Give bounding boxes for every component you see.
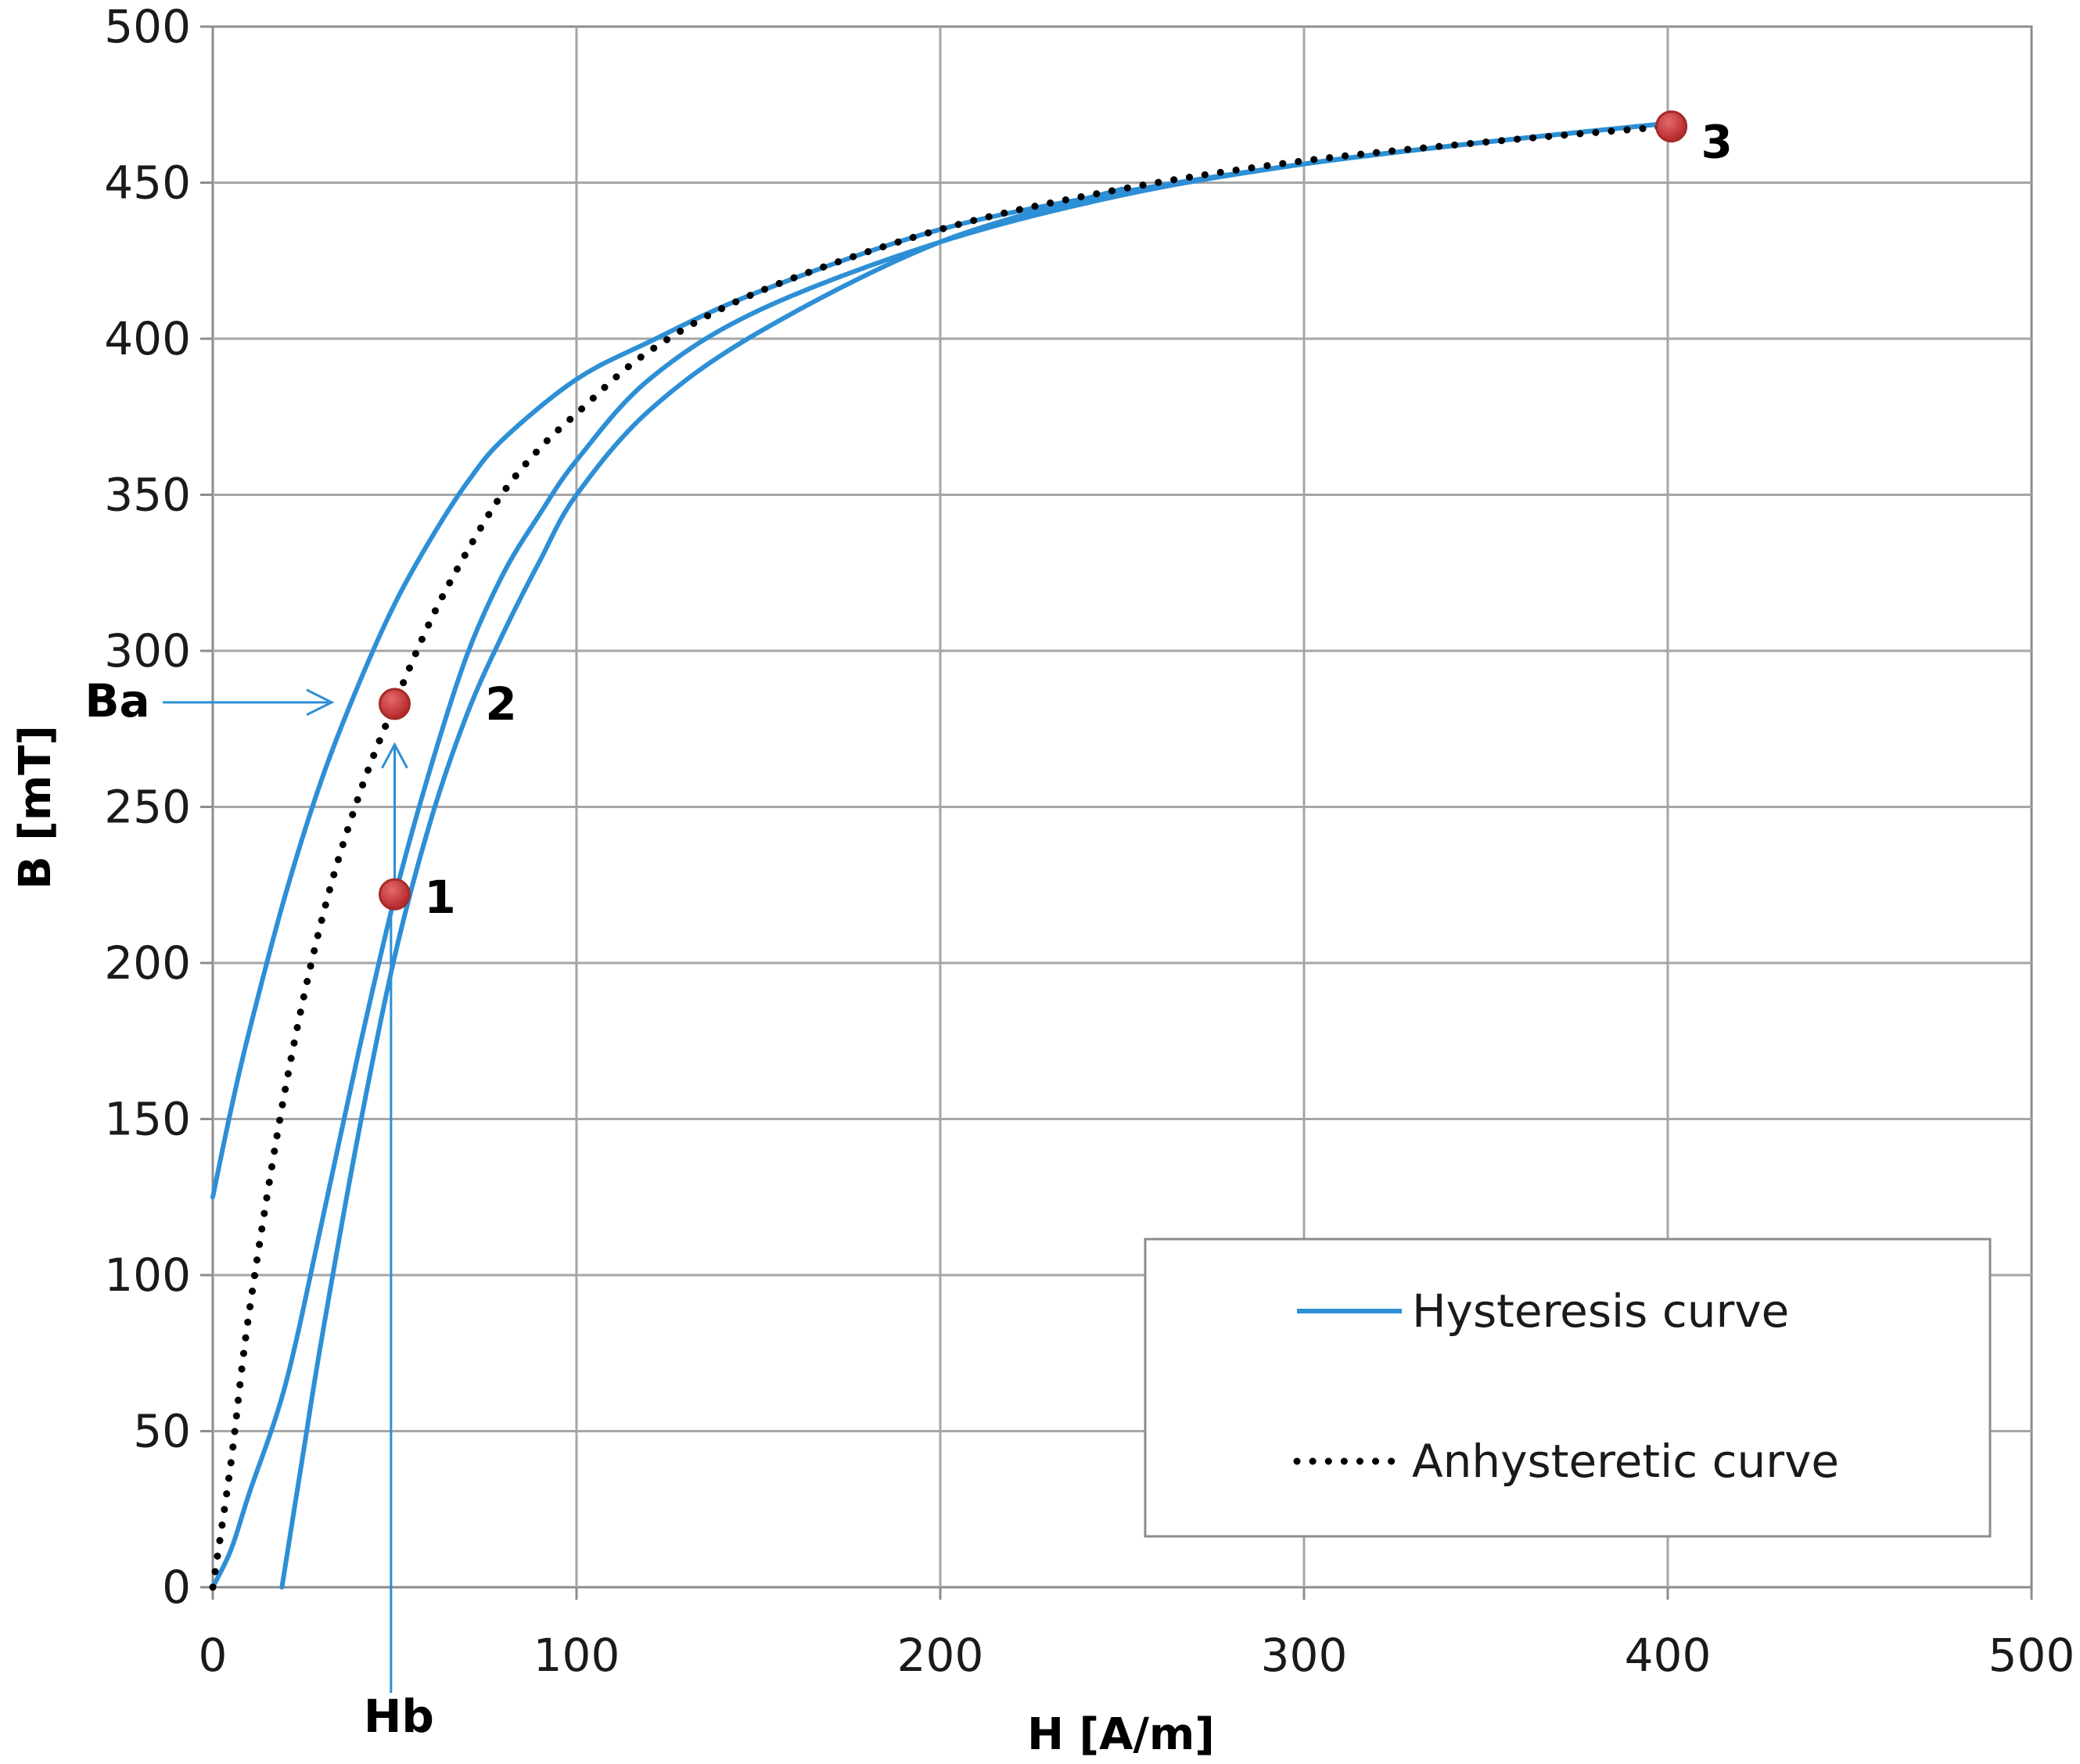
series-layer — [209, 120, 1672, 1591]
point-label-2: 2 — [485, 677, 516, 731]
legend: Hysteresis curve Anhysteretic curve — [1144, 1238, 1992, 1538]
y-tick-label: 450 — [104, 156, 191, 210]
y-tick-label: 0 — [162, 1561, 191, 1614]
x-tick-label: 300 — [1261, 1629, 1348, 1682]
y-tick-label: 350 — [104, 469, 191, 522]
y-tick-label: 100 — [104, 1248, 191, 1302]
y-tick-label: 150 — [104, 1093, 191, 1146]
y-axis-title: B [mT] — [10, 725, 61, 889]
legend-box — [1144, 1238, 1992, 1538]
ba-label: Ba — [84, 674, 149, 728]
ba-arrow-head — [306, 688, 335, 717]
x-tick-label: 400 — [1625, 1629, 1712, 1682]
hb-label: Hb — [364, 1690, 434, 1743]
hysteresis-branch-2 — [210, 120, 1670, 1590]
anhysteretic-curve — [209, 123, 1672, 1591]
y-tick-label: 500 — [104, 0, 191, 53]
transition-arrow-head — [381, 742, 408, 769]
y-tick-label: 50 — [133, 1405, 191, 1458]
point-marker-2 — [379, 688, 411, 720]
x-tick-labels: 0 100 200 300 400 500 — [199, 1629, 2075, 1682]
annotation-layer: Ba Hb — [84, 674, 434, 1743]
point-label-3: 3 — [1701, 116, 1732, 169]
y-tick-label: 200 — [104, 936, 191, 990]
y-tick-label: 400 — [104, 312, 191, 365]
x-tick-label: 200 — [897, 1629, 984, 1682]
point-label-1: 1 — [424, 871, 455, 924]
y-tick-label: 300 — [104, 624, 191, 677]
x-axis-title: H [A/m] — [1027, 1709, 1215, 1760]
point-marker-3 — [1655, 110, 1688, 143]
x-tick-label: 100 — [533, 1629, 620, 1682]
x-tick-label: 0 — [199, 1629, 228, 1682]
legend-hysteresis-label: Hysteresis curve — [1412, 1284, 1789, 1338]
point-layer: 1 2 3 — [379, 110, 1733, 924]
x-tick-label: 500 — [1988, 1629, 2075, 1682]
hysteresis-branch-3 — [279, 186, 1125, 1590]
point-marker-1 — [379, 878, 411, 911]
y-tick-label: 250 — [104, 781, 191, 834]
y-tick-labels: 0 50 100 150 200 250 300 350 400 450 500 — [104, 0, 191, 1614]
legend-anhysteretic-label: Anhysteretic curve — [1412, 1435, 1839, 1488]
